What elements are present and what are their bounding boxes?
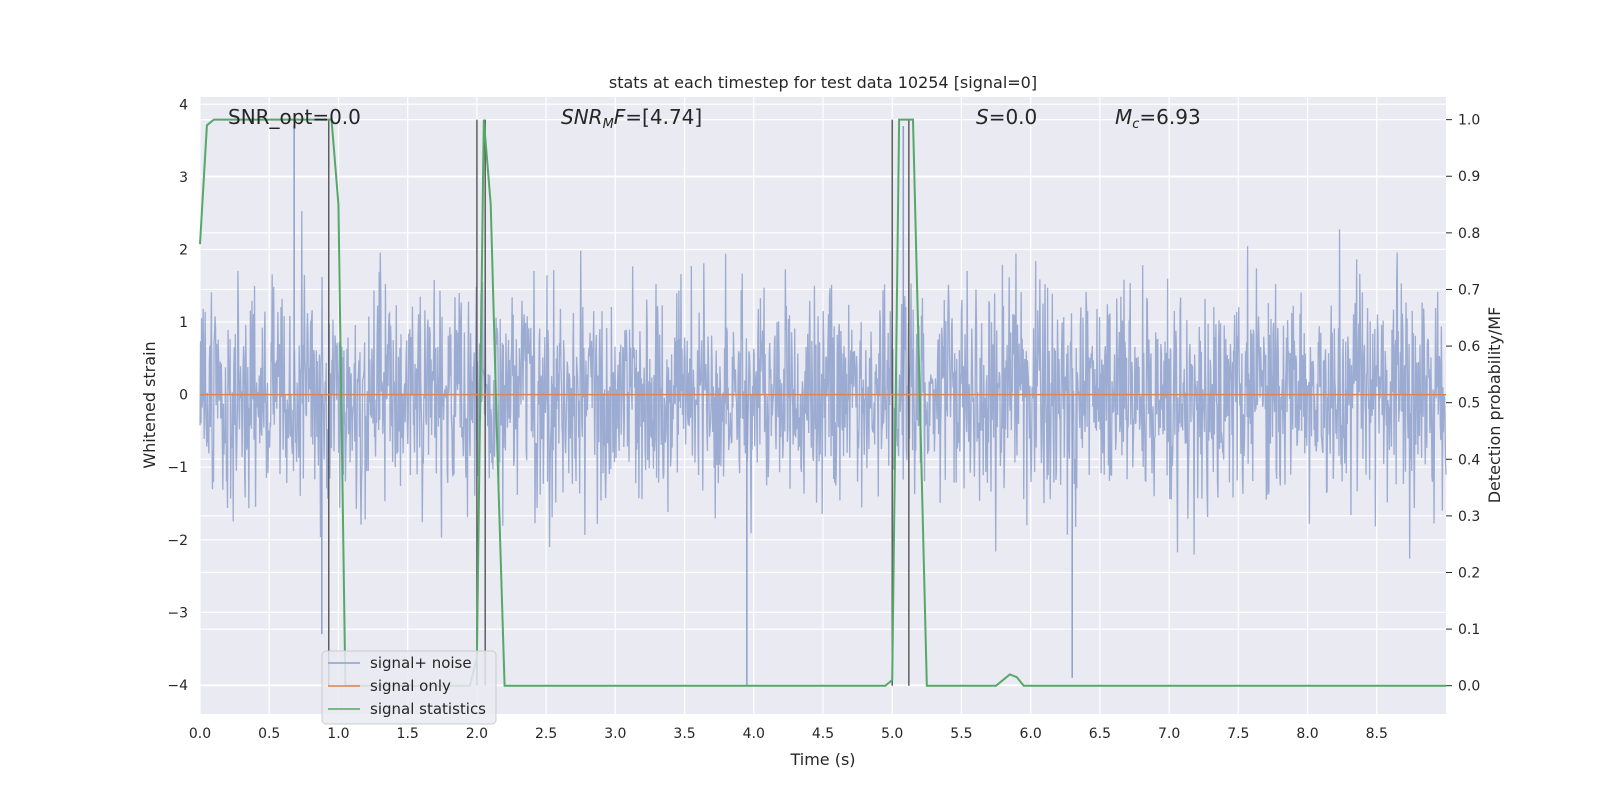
annotation-snr-opt: SNR_opt=0.0 <box>228 105 361 129</box>
x-tick-label-10: 5.0 <box>881 726 903 742</box>
y2-tick-label-1: 0.9 <box>1458 169 1480 185</box>
y-tick-label-2: 2 <box>179 242 188 258</box>
annotation-mc-sub: c <box>1132 117 1139 132</box>
x-tick-label-8: 4.0 <box>743 726 765 742</box>
annotation-mc: Mc=6.93 <box>1115 105 1201 132</box>
x-tick-label-12: 6.0 <box>1020 726 1042 742</box>
annotation-snr-mf-f: F <box>614 105 626 129</box>
y-tick-labels: 4 3 2 1 0 −1 −2 −3 −4 <box>167 97 188 694</box>
vertical-markers <box>328 119 910 686</box>
signal-noise-line <box>199 211 1447 559</box>
x-axis-label: Time (s) <box>789 750 855 769</box>
annotation-mc-main: M <box>1115 105 1132 129</box>
x-tick-label-3: 1.5 <box>397 726 419 742</box>
signal-statistics-series <box>199 118 1446 687</box>
x-tick-label-13: 6.5 <box>1089 726 1111 742</box>
y-tick-label-6: −2 <box>167 533 188 549</box>
y2-tick-label-5: 0.5 <box>1458 396 1480 412</box>
y2-tick-labels: 1.0 0.9 0.8 0.7 0.6 0.5 0.4 0.3 0.2 0.1 0.0 <box>1446 113 1480 695</box>
x-tick-label-2: 1.0 <box>327 726 349 742</box>
y2-tick-label-8: 0.2 <box>1458 565 1480 581</box>
annotation-s-main: S <box>976 105 989 129</box>
y-tick-label-7: −3 <box>167 605 188 621</box>
legend-signal-noise: signal+ noise <box>370 654 472 672</box>
y-tick-label-1: 3 <box>179 170 188 186</box>
x-tick-label-14: 7.0 <box>1158 726 1180 742</box>
y2-tick-label-2: 0.8 <box>1458 226 1480 242</box>
signal-statistics-line <box>199 118 1446 687</box>
annotation-snr-mf: SNRMF=[4.74] <box>561 105 702 132</box>
annotation-s: S=0.0 <box>976 105 1037 129</box>
y2-tick-label-3: 0.7 <box>1458 282 1480 298</box>
x-tick-label-16: 8.0 <box>1296 726 1318 742</box>
y-tick-label-5: −1 <box>167 460 188 476</box>
y2-tick-label-6: 0.4 <box>1458 452 1480 468</box>
x-tick-label-17: 8.5 <box>1366 726 1388 742</box>
y2-tick-label-10: 0.0 <box>1458 679 1480 695</box>
x-tick-labels: 0.0 0.5 1.0 1.5 2.0 2.5 3.0 3.5 4.0 4.5 5.0 5.5 6.0 6… <box>189 726 1388 742</box>
y2-tick-label-0: 1.0 <box>1458 113 1480 129</box>
x-tick-label-1: 0.5 <box>258 726 280 742</box>
x-tick-label-0: 0.0 <box>189 726 211 742</box>
annotation-s-rest: =0.0 <box>989 105 1038 129</box>
annotation-mc-rest: =6.93 <box>1139 105 1200 129</box>
x-tick-label-5: 2.5 <box>535 726 557 742</box>
y-tick-label-4: 0 <box>179 388 188 404</box>
x-tick-label-6: 3.0 <box>604 726 626 742</box>
y-tick-label-3: 1 <box>179 315 188 331</box>
annotation-snr-mf-sub: M <box>603 117 614 132</box>
legend-signal-only: signal only <box>370 677 451 695</box>
x-tick-label-11: 5.5 <box>950 726 972 742</box>
x-tick-label-7: 3.5 <box>673 726 695 742</box>
annotation-snr-mf-main: SNR <box>561 105 603 129</box>
signal-noise-series <box>199 126 1447 685</box>
y-axis-label: Whitened strain <box>140 341 159 468</box>
legend-signal-statistics: signal statistics <box>370 700 486 718</box>
y-tick-label-8: −4 <box>167 678 188 694</box>
legend: signal+ noise signal only signal statist… <box>321 650 497 725</box>
y2-tick-label-9: 0.1 <box>1458 622 1480 638</box>
y2-tick-label-7: 0.3 <box>1458 509 1480 525</box>
y2-tick-label-4: 0.6 <box>1458 339 1480 355</box>
x-tick-label-9: 4.5 <box>812 726 834 742</box>
y2-axis-label: Detection probability/MF <box>1485 307 1504 504</box>
y-tick-label-0: 4 <box>179 97 188 113</box>
x-tick-label-15: 7.5 <box>1227 726 1249 742</box>
legend-box <box>321 650 497 725</box>
annotation-snr-mf-rest: =[4.74] <box>625 105 702 129</box>
chart-title: stats at each timestep for test data 102… <box>609 73 1037 92</box>
x-tick-label-4: 2.0 <box>466 726 488 742</box>
